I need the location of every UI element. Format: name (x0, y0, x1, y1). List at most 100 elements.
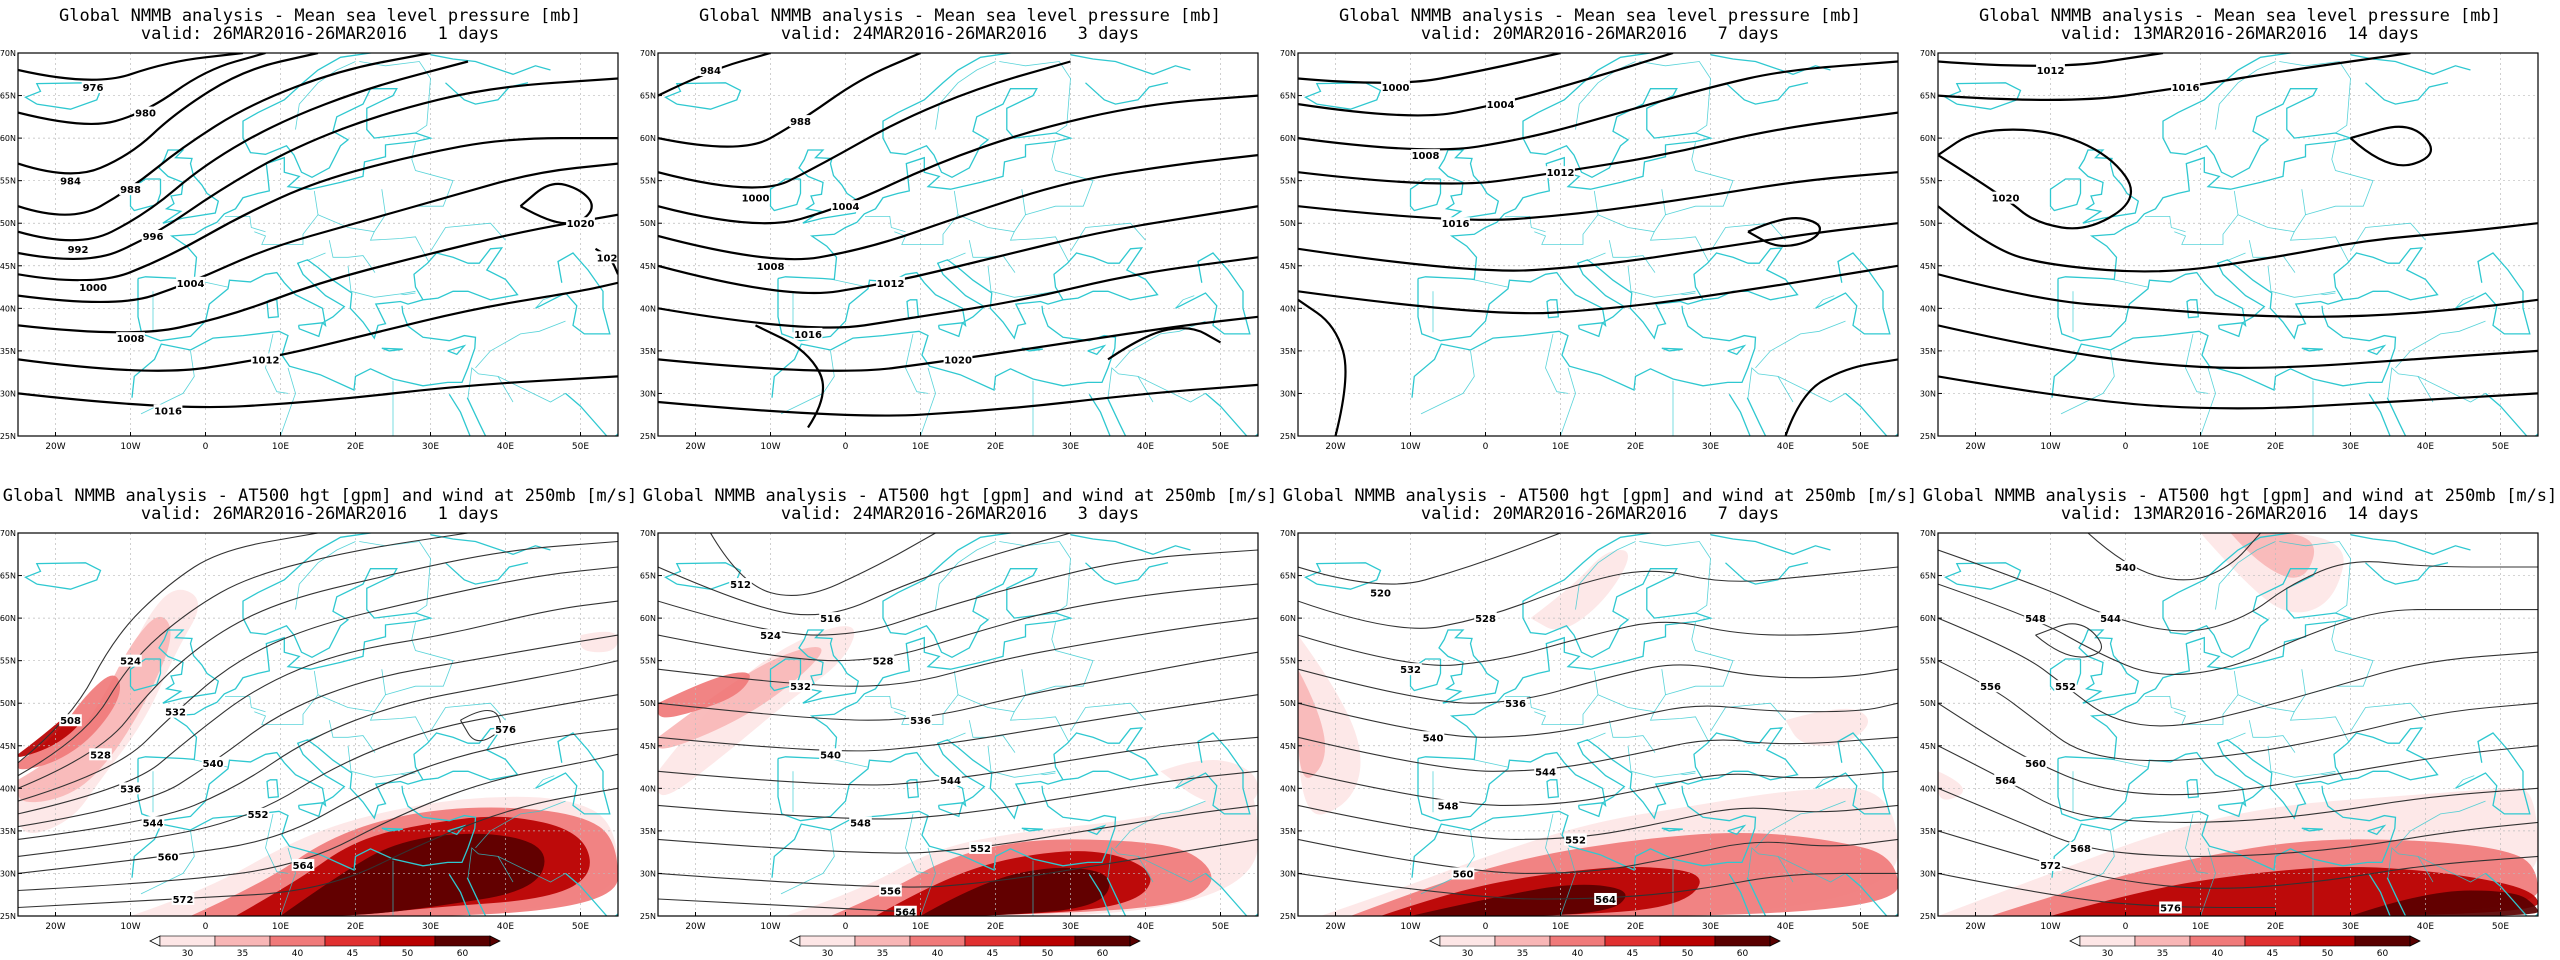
geopotential-contour (18, 533, 469, 777)
longitude-tick-label: 10W (2040, 922, 2060, 932)
isobar-contour (658, 94, 1258, 225)
isobar-contour (18, 213, 618, 334)
country-border (2145, 696, 2186, 713)
contour-label-background (153, 404, 183, 417)
latitude-tick-label: 60N (1280, 134, 1296, 143)
country-border (1665, 142, 1734, 216)
latitude-tick-label: 70N (0, 529, 16, 538)
contour-label-background (251, 353, 280, 366)
country-border (1009, 231, 1070, 263)
map-frame (1297, 532, 1899, 917)
geopotential-contour (18, 753, 618, 892)
latitude-tick-label: 70N (640, 529, 656, 538)
coastline (1577, 322, 1604, 338)
colorbar-tick-label: 60 (457, 949, 469, 959)
contour-label: 1016 (794, 330, 822, 341)
coastline (1710, 534, 1831, 555)
colorbar-tick-label: 50 (2322, 949, 2334, 959)
country-border (2215, 541, 2276, 610)
longitude-tick-label: 30E (2342, 922, 2359, 932)
contour-label: 544 (1535, 767, 1556, 778)
contour-label: 552 (2055, 682, 2076, 693)
country-border (2111, 279, 2149, 288)
latitude-tick-label: 45N (1280, 262, 1296, 271)
country-border (1649, 231, 1710, 263)
coastline (937, 322, 964, 338)
coastline (131, 785, 477, 878)
contour-label-background (756, 259, 785, 272)
contour-label: 556 (1980, 682, 2001, 693)
latitude-tick-label: 40N (1280, 784, 1296, 793)
geopotential-contour (18, 540, 618, 789)
contour-label: 576 (2160, 903, 2181, 914)
colorbar-swatch (1019, 935, 1076, 947)
isobar-contour (1298, 60, 1898, 151)
country-border (2350, 702, 2426, 732)
contour-label-background (1399, 663, 1422, 676)
contour-label: 1016 (154, 406, 182, 417)
colorbar-tick-label: 45 (347, 949, 358, 959)
isobar-contour (1298, 53, 1561, 84)
panel-valid-range: valid: 26MAR2016-26MAR2016 1 days (140, 504, 500, 524)
country-border (1665, 622, 1734, 696)
isobar-contour (18, 60, 469, 242)
coastline (2051, 305, 2397, 398)
country-border (2060, 830, 2115, 895)
map-frame (657, 532, 1259, 917)
isobar-contour (18, 53, 431, 216)
map-frame (17, 532, 619, 917)
colorbar-tick-label: 45 (987, 949, 998, 959)
contour-label: 984 (700, 66, 721, 77)
map-panel: Global NMMB analysis - Mean sea level pr… (0, 0, 640, 480)
country-border (1627, 745, 1696, 778)
contour-label: 524 (120, 657, 141, 668)
latitude-tick-label: 45N (640, 262, 656, 271)
contour-label-background (1381, 81, 1410, 94)
coastline (1088, 393, 1111, 436)
country-border (1777, 376, 1846, 403)
coastline (430, 54, 551, 75)
contour-label-background (894, 905, 917, 916)
latitude-tick-label: 45N (0, 742, 16, 751)
map-frame (17, 52, 619, 437)
coastline (158, 629, 220, 704)
contour-label: 1000 (79, 283, 107, 294)
isobar-contour (755, 324, 825, 429)
colorbar-swatch (2244, 935, 2301, 947)
country-border (2395, 320, 2486, 369)
longitude-tick-label: 20E (1627, 922, 1644, 932)
coastline (1205, 872, 1258, 916)
country-border (1560, 435, 1563, 436)
colorbar-swatch (1549, 935, 1606, 947)
contour-label-background (59, 174, 82, 187)
latitude-tick-label: 60N (1280, 614, 1296, 623)
longitude-tick-label: 10E (2192, 442, 2209, 452)
contour-label-background (1369, 586, 1392, 599)
latitude-tick-label: 50N (640, 699, 656, 708)
isobar-contour (18, 137, 618, 282)
longitude-tick-label: 0 (843, 922, 849, 932)
isobar-contour (1747, 217, 1821, 248)
country-border (2145, 216, 2186, 233)
colorbar-swatch (2299, 935, 2356, 947)
country-border (280, 435, 283, 436)
country-border (1815, 295, 1835, 309)
coastline (1088, 873, 1111, 916)
contour-label-background (1994, 773, 2017, 786)
longitude-tick-label: 50E (2492, 442, 2509, 452)
colorbar-swatch (909, 935, 966, 947)
map-canvas: 1012 1016 1020 70N 65N 60N 55N 50N 45N 40N 35N 30N 2… (1920, 49, 2539, 452)
contour-label-background (116, 332, 145, 345)
isobar-contour (1938, 375, 2538, 410)
contour-label-background (494, 722, 517, 735)
country-border (1505, 216, 1546, 233)
contour-label: 1012 (252, 355, 280, 366)
contour-label: 1008 (1412, 151, 1440, 162)
country-border (2111, 759, 2149, 768)
latitude-tick-label: 40N (0, 304, 16, 313)
latitude-tick-label: 45N (1280, 742, 1296, 751)
wind-speed-shading (2350, 890, 2538, 916)
contour-label-background (1979, 680, 2002, 693)
longitude-tick-label: 30E (1062, 442, 1079, 452)
panel-title: Global NMMB analysis - Mean sea level pr… (1979, 6, 2501, 26)
